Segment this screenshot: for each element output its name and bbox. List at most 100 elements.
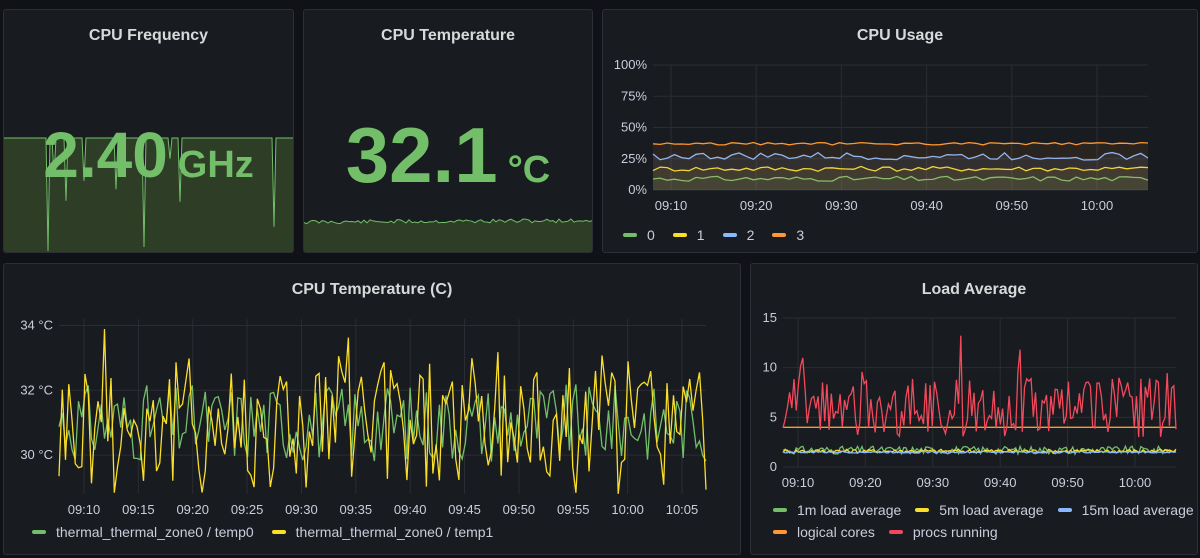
stat-number: 32.1 [345,111,498,199]
legend-item[interactable]: 1m load average [773,499,901,521]
legend-swatch [915,508,930,512]
stat-unit: °C [507,149,551,191]
y-tick-label: 0 [770,459,777,474]
x-tick-label: 09:50 [1051,475,1084,490]
cpu-temperature-chart[interactable]: 34 °C 32 °C 30 °C 09:10 09:15 09:20 09:25 09:30… [4,264,741,555]
stat-value: 2.40 GHz [4,118,293,192]
y-tick-label: 50% [621,120,647,135]
y-tick-label: 30 °C [20,447,53,462]
legend-item[interactable]: thermal_thermal_zone0 / temp0 [32,521,254,543]
legend-label: 0 [647,227,655,243]
x-tick-label: 09:30 [285,502,318,517]
x-tick-label: 09:20 [849,475,882,490]
series-line-2[interactable] [652,151,1149,161]
series-area [653,142,1148,190]
panel-cpu-temperature-graph[interactable]: CPU Temperature (C) 34 °C 32 °C 30 °C 09:10… [3,263,741,555]
legend-item[interactable]: logical cores [773,521,875,543]
load-average-chart[interactable]: 15 10 5 0 09:10 09:20 09:30 09:40 09:50 10:00 [751,264,1198,555]
legend-swatch [773,508,787,512]
sparkline-area [304,219,592,252]
panel-title[interactable]: CPU Usage [856,27,944,44]
stat-unit: GHz [177,144,254,186]
legend-item[interactable]: 5m load average [915,499,1044,521]
legend-label: thermal_thermal_zone0 / temp0 [56,524,254,540]
legend-label: 1 [696,227,705,243]
legend-item[interactable]: 15m load average [1057,499,1194,521]
x-tick-label: 09:50 [503,502,536,517]
legend-swatch [271,530,286,534]
legend-swatch [672,233,687,237]
x-tick-label: 09:30 [917,475,950,490]
stat-number: 2.40 [43,119,168,191]
legend-swatch [1057,508,1072,512]
panel-cpu-usage[interactable]: CPU Usage 100% 75% 50% 25% 0% 09:10 09:20 09:30… [602,9,1198,253]
panel-cpu-frequency[interactable]: CPU Frequency 2.40 GHz [3,9,294,253]
series-area [653,176,1148,190]
y-tick-label: 34 °C [20,317,53,332]
x-tick-label: 09:50 [996,198,1029,213]
legend-item[interactable]: procs running [888,521,998,543]
x-tick-label: 09:15 [122,502,155,517]
panel-title[interactable]: Load Average [921,281,1027,298]
x-tick-label: 09:55 [557,502,590,517]
x-tick-label: 09:35 [340,502,373,517]
legend-swatch [888,530,903,534]
x-tick-label: 10:00 [1081,198,1114,213]
x-tick-label: 09:25 [231,502,264,517]
series-line-15m-load-average[interactable] [782,450,1177,454]
y-tick-label: 100% [614,57,648,72]
legend-item[interactable]: 1 [672,224,705,246]
legend-swatch [773,530,787,534]
y-tick-label: 15 [763,310,777,325]
x-tick-label: 10:05 [666,502,699,517]
legend-label: procs running [912,524,998,540]
stat-value: 32.1 °C [304,110,592,201]
x-tick-label: 09:30 [825,198,858,213]
sparkline-line [304,218,592,225]
panel-cpu-temperature[interactable]: CPU Temperature 32.1 °C [303,9,593,253]
panel-load-average[interactable]: Load Average 15 10 5 0 09:10 09:20 09:30 09:40 0… [750,263,1198,555]
legend-swatch [772,233,787,237]
x-tick-label: 10:00 [1119,475,1152,490]
series-line-1m-load-average[interactable] [782,444,1177,456]
y-tick-label: 32 °C [20,382,53,397]
legend-item[interactable]: thermal_thermal_zone0 / temp1 [271,521,494,543]
legend-item[interactable]: 2 [722,224,755,246]
y-tick-label: 75% [621,88,647,103]
panel-title[interactable]: CPU Frequency [88,27,209,44]
panel-title[interactable]: CPU Temperature [381,27,515,44]
x-tick-label: 09:40 [910,198,943,213]
x-tick-label: 09:10 [68,502,101,517]
legend-label: thermal_thermal_zone0 / temp1 [295,524,494,540]
series-line-thermal-thermal-zone0-temp1[interactable] [58,328,707,494]
legend: thermal_thermal_zone0 / temp0 thermal_th… [32,521,511,543]
x-tick-label: 10:00 [611,502,644,517]
series-area [653,152,1148,190]
x-tick-label: 09:40 [984,475,1017,490]
legend-label: logical cores [797,524,875,540]
series-line-0[interactable] [652,175,1149,182]
sparkline-area [4,138,293,252]
cpu-usage-chart[interactable]: 100% 75% 50% 25% 0% 09:10 09:20 09:30 09:40 09:50… [603,10,1198,253]
y-tick-label: 5 [770,409,777,424]
legend-item[interactable]: 3 [772,224,804,246]
series-line-procs-running[interactable] [782,335,1177,438]
series-area [653,166,1148,190]
sparkline-line [4,137,293,252]
legend-swatch [722,233,737,237]
x-tick-label: 09:10 [782,475,815,490]
y-tick-label: 25% [621,151,647,166]
legend-swatch [32,530,46,534]
temperature-sparkline [304,218,592,252]
x-tick-label: 09:20 [740,198,773,213]
legend-label: 2 [746,227,755,243]
series-line-1[interactable] [652,165,1149,172]
panel-title[interactable]: CPU Temperature (C) [291,281,453,298]
x-tick-label: 09:45 [448,502,481,517]
x-tick-label: 09:40 [394,502,427,517]
y-tick-label: 0% [628,182,647,197]
legend-label: 1m load average [797,502,902,518]
legend-item[interactable]: 0 [623,224,655,246]
legend: 0 1 2 3 [623,224,822,246]
series-line-3[interactable] [652,141,1149,146]
